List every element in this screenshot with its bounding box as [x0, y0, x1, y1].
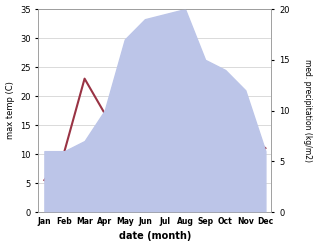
Y-axis label: max temp (C): max temp (C) [5, 82, 15, 140]
Y-axis label: med. precipitation (kg/m2): med. precipitation (kg/m2) [303, 59, 313, 162]
X-axis label: date (month): date (month) [119, 231, 191, 242]
